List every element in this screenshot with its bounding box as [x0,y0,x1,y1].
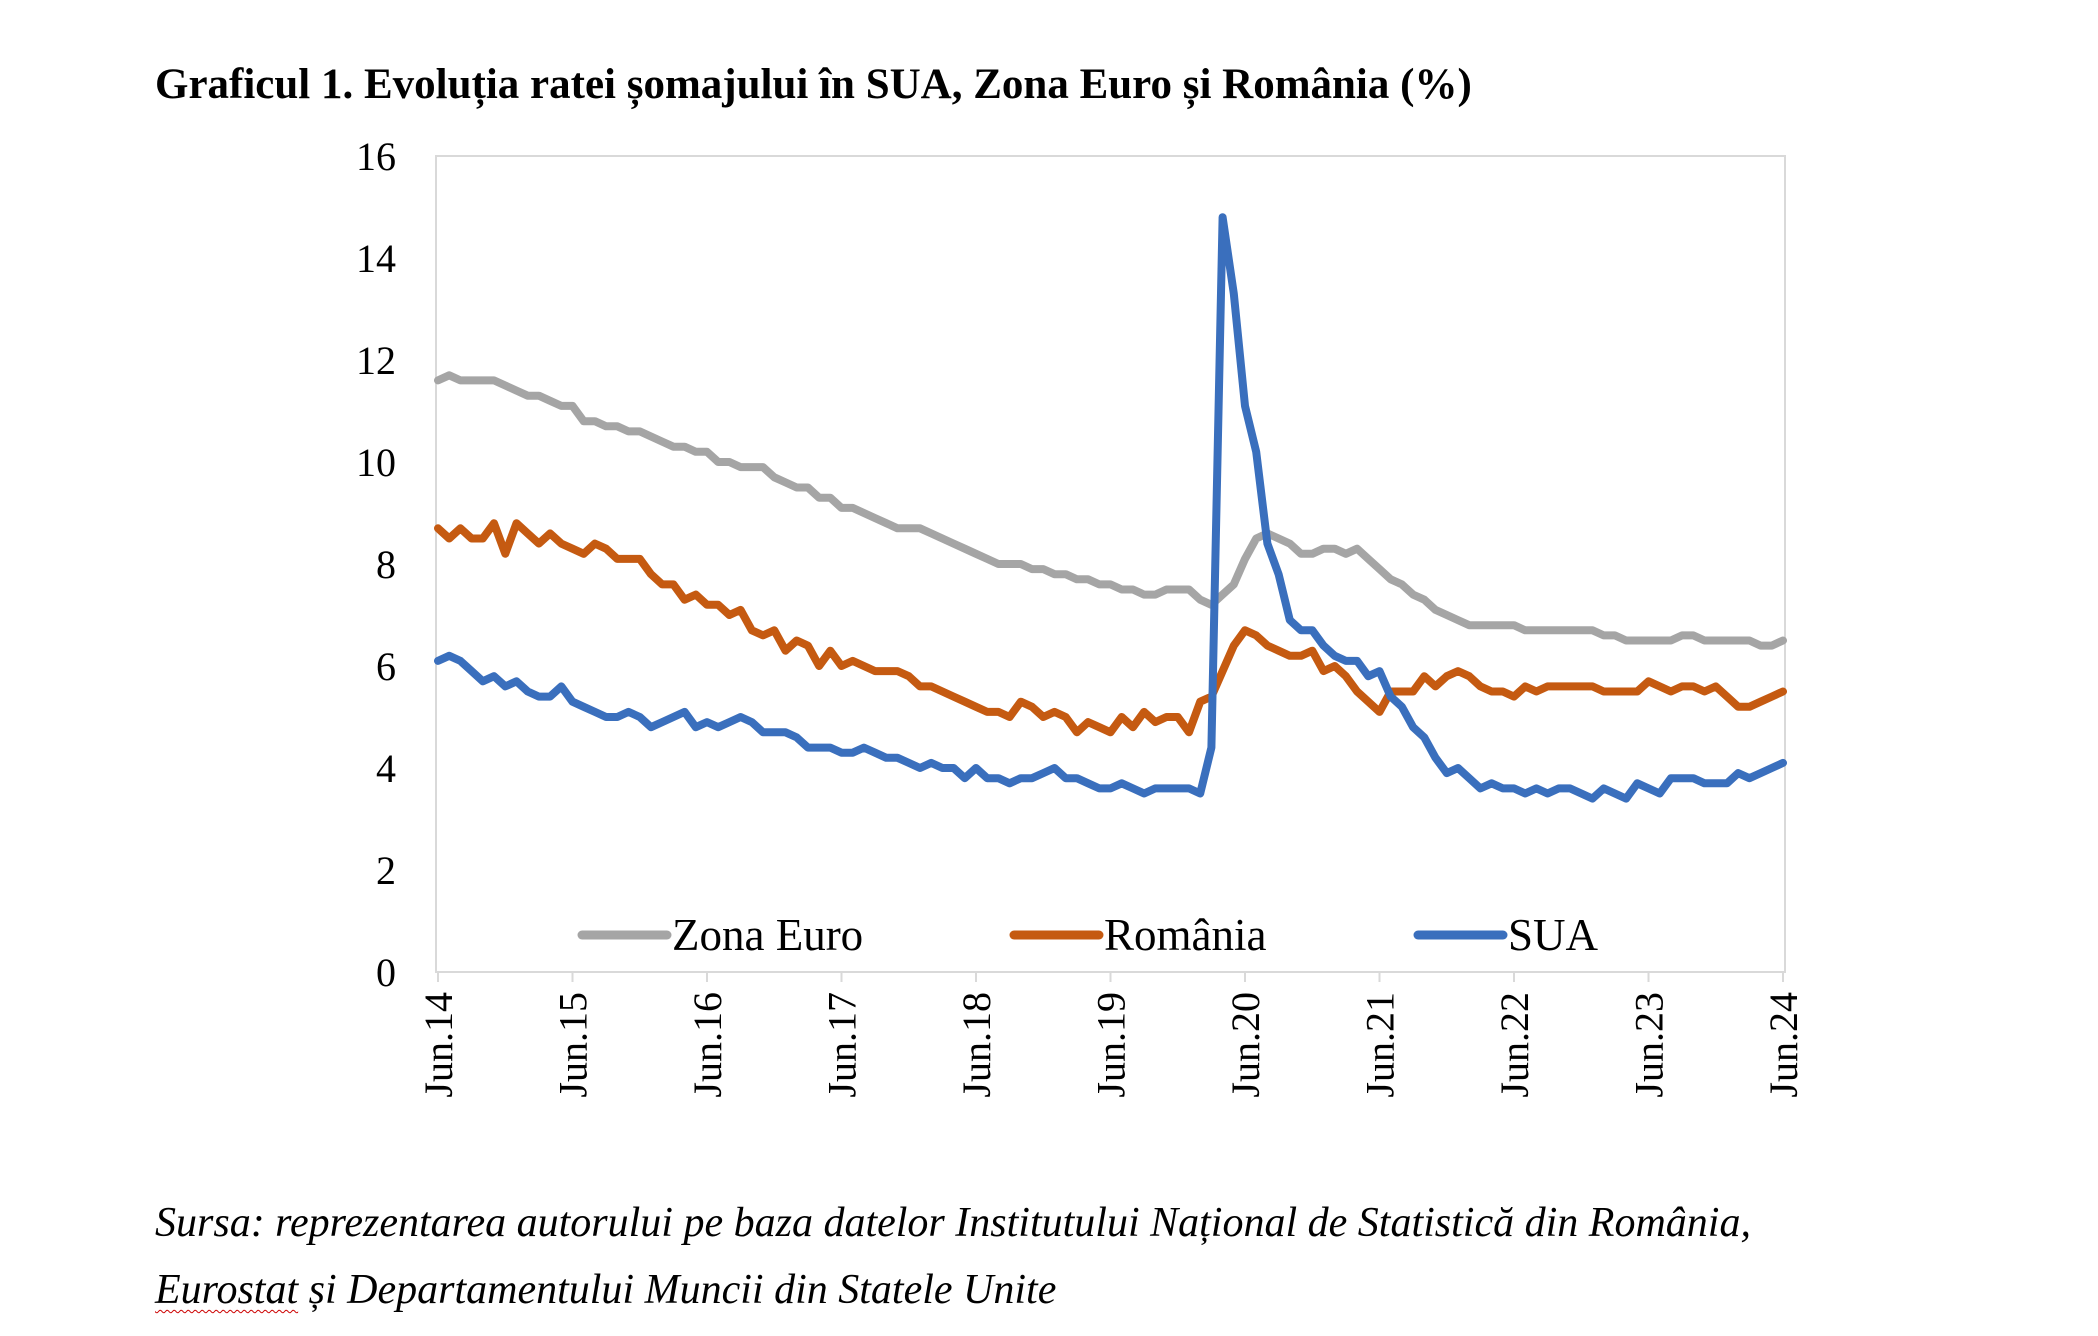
source-line-2-rest: și Departamentului Muncii din Statele Un… [298,1267,1057,1313]
legend: Zona Euro România SUA [577,910,1599,960]
legend-label-0: Zona Euro [672,910,863,960]
plot-area-border [435,155,1786,973]
y-axis: 0 2 4 6 8 10 12 14 16 [356,134,396,995]
y-tick-label: 0 [376,950,396,995]
legend-label-2: SUA [1508,910,1599,960]
y-tick-label: 8 [376,542,396,587]
x-tick-label: Jun.17 [820,992,865,1098]
chart-title: Graficul 1. Evoluția ratei șomajului în … [155,61,1472,108]
x-tick-label: Jun.14 [416,992,461,1098]
y-tick-label: 4 [376,746,396,791]
y-tick-label: 6 [376,644,396,689]
x-tick-label: Jun.21 [1358,992,1403,1098]
x-tick-label: Jun.22 [1492,992,1537,1098]
x-axis: Jun.14 Jun.15 Jun.16 Jun.17 Jun.18 Jun.19 Jun.… [416,972,1806,1098]
y-tick-label: 2 [376,848,396,893]
x-tick-label: Jun.16 [685,992,730,1098]
source-line-2: Eurostat și Departamentului Muncii din S… [155,1257,2055,1324]
y-tick-label: 14 [356,236,396,281]
series-line-2 [434,213,1787,803]
series-line-1 [434,519,1787,737]
series-layer [434,213,1787,803]
y-tick-label: 12 [356,338,396,383]
source-line-1: Sursa: reprezentarea autorului pe baza d… [155,1200,1751,1246]
x-tick-label: Jun.24 [1761,992,1806,1098]
x-tick-label: Jun.20 [1223,992,1268,1098]
spellcheck-word: Eurostat [155,1267,299,1313]
x-tick-label: Jun.18 [954,992,999,1098]
y-tick-label: 16 [356,134,396,179]
series-line-0 [434,371,1787,650]
y-tick-label: 10 [356,440,396,485]
x-tick-label: Jun.15 [551,992,596,1098]
legend-label-1: România [1104,910,1266,960]
source-note: Sursa: reprezentarea autorului pe baza d… [155,1190,2055,1324]
x-tick-label: Jun.23 [1627,992,1672,1098]
x-tick-label: Jun.19 [1089,992,1134,1098]
